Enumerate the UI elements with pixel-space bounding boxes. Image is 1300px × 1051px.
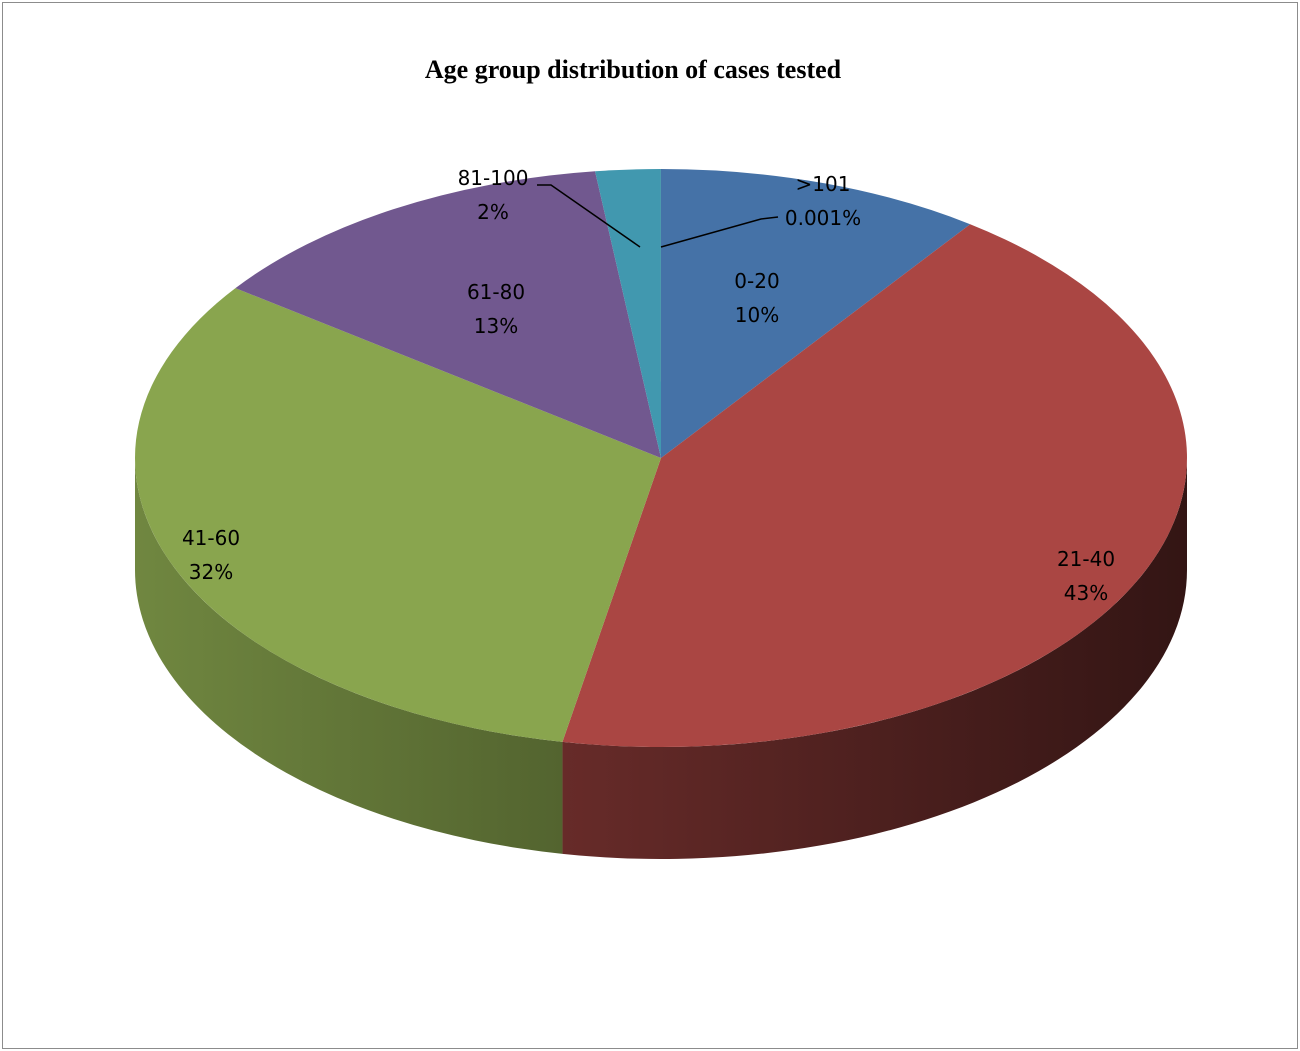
pie-slice-81-100 — [595, 169, 661, 458]
data-label-percent-81-100: 2% — [477, 200, 509, 224]
pie-side-41-60 — [135, 458, 563, 854]
pie-side-21-40 — [562, 458, 1187, 859]
data-label-percent-21-40: 43% — [1064, 581, 1108, 605]
pie-slice-0-20 — [661, 169, 971, 458]
leader-line-over-101 — [660, 216, 779, 248]
pie-slice-41-60 — [134, 288, 662, 742]
data-label-percent-41-60: 32% — [189, 560, 233, 584]
pie-slice-61-80 — [235, 171, 661, 459]
data-label-percent-0-20: 10% — [735, 303, 779, 327]
data-label-category-41-60: 41-60 — [182, 526, 240, 550]
data-label-category-0-20: 0-20 — [734, 269, 779, 293]
pie-slice-21-40 — [562, 224, 1187, 748]
data-label-category-81-100: 81-100 — [458, 166, 529, 190]
data-label-category-over-101: >101 — [796, 172, 851, 196]
pie-chart: 0-20 10% 21-40 43% 41-60 32% 61-80 13% 81-100 2% >… — [134, 166, 1187, 859]
data-label-category-61-80: 61-80 — [467, 280, 525, 304]
data-label-percent-61-80: 13% — [474, 314, 518, 338]
chart-title: Age group distribution of cases tested — [424, 55, 842, 84]
data-label-category-21-40: 21-40 — [1057, 547, 1115, 571]
data-label-percent-over-101: 0.001% — [785, 206, 861, 230]
leader-line-81-100 — [537, 184, 641, 248]
